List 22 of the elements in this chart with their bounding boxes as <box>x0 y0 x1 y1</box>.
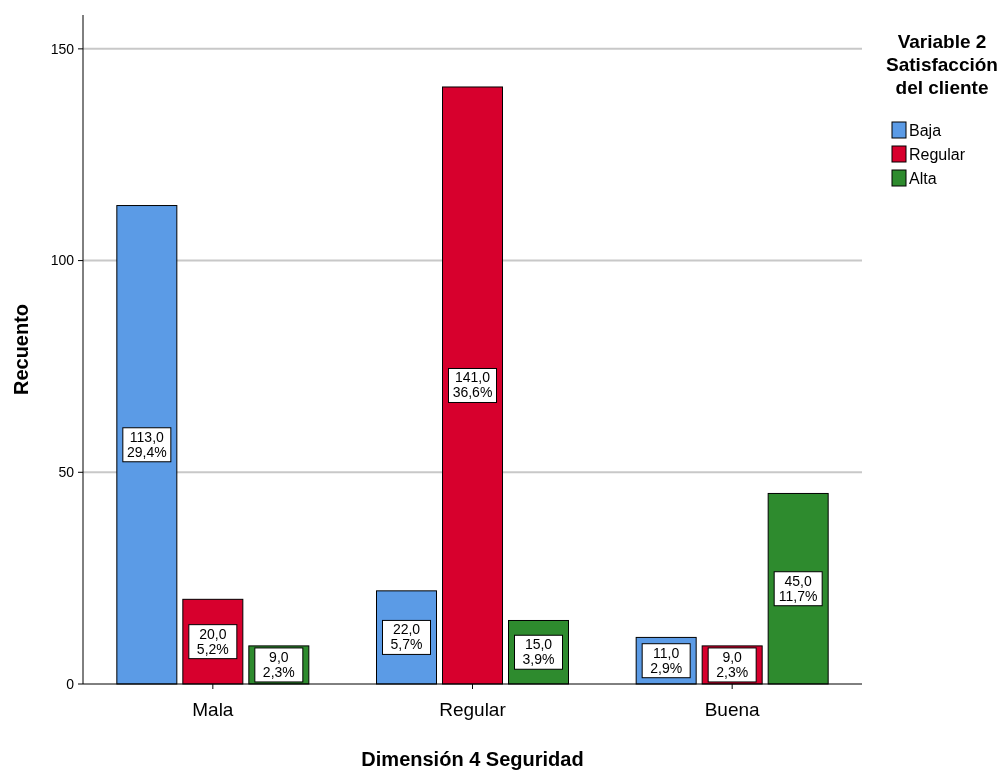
y-axis-title: Recuento <box>10 303 32 396</box>
y-tick-label: 50 <box>58 464 75 481</box>
x-axis-title: Dimensión 4 Seguridad <box>361 748 584 770</box>
data-label: 113,0 29,4% <box>126 428 167 460</box>
y-tick-label: 150 <box>50 40 75 57</box>
data-label: 9,0 2,3% <box>716 648 749 680</box>
x-tick-label: Mala <box>192 699 234 720</box>
data-label: 22,0 5,7% <box>390 621 423 653</box>
data-label: 15,0 3,9% <box>522 636 555 668</box>
data-label: 45,0 11,7% <box>778 572 818 604</box>
legend-label: Baja <box>909 121 942 139</box>
data-label: 11,0 2,9% <box>650 644 683 676</box>
y-tick-label: 100 <box>50 252 75 269</box>
x-tick-label: Regular <box>439 699 507 720</box>
legend-title: Variable 2 Satisfacción del cliente <box>886 31 998 98</box>
legend-label: Regular <box>909 145 966 163</box>
data-label: 9,0 2,3% <box>262 648 295 680</box>
x-tick-label: Buena <box>704 699 761 720</box>
data-label: 20,0 5,2% <box>196 625 229 657</box>
data-label: 141,0 36,6% <box>452 369 493 401</box>
legend-label: Alta <box>909 169 937 187</box>
y-tick-label: 0 <box>66 675 75 692</box>
